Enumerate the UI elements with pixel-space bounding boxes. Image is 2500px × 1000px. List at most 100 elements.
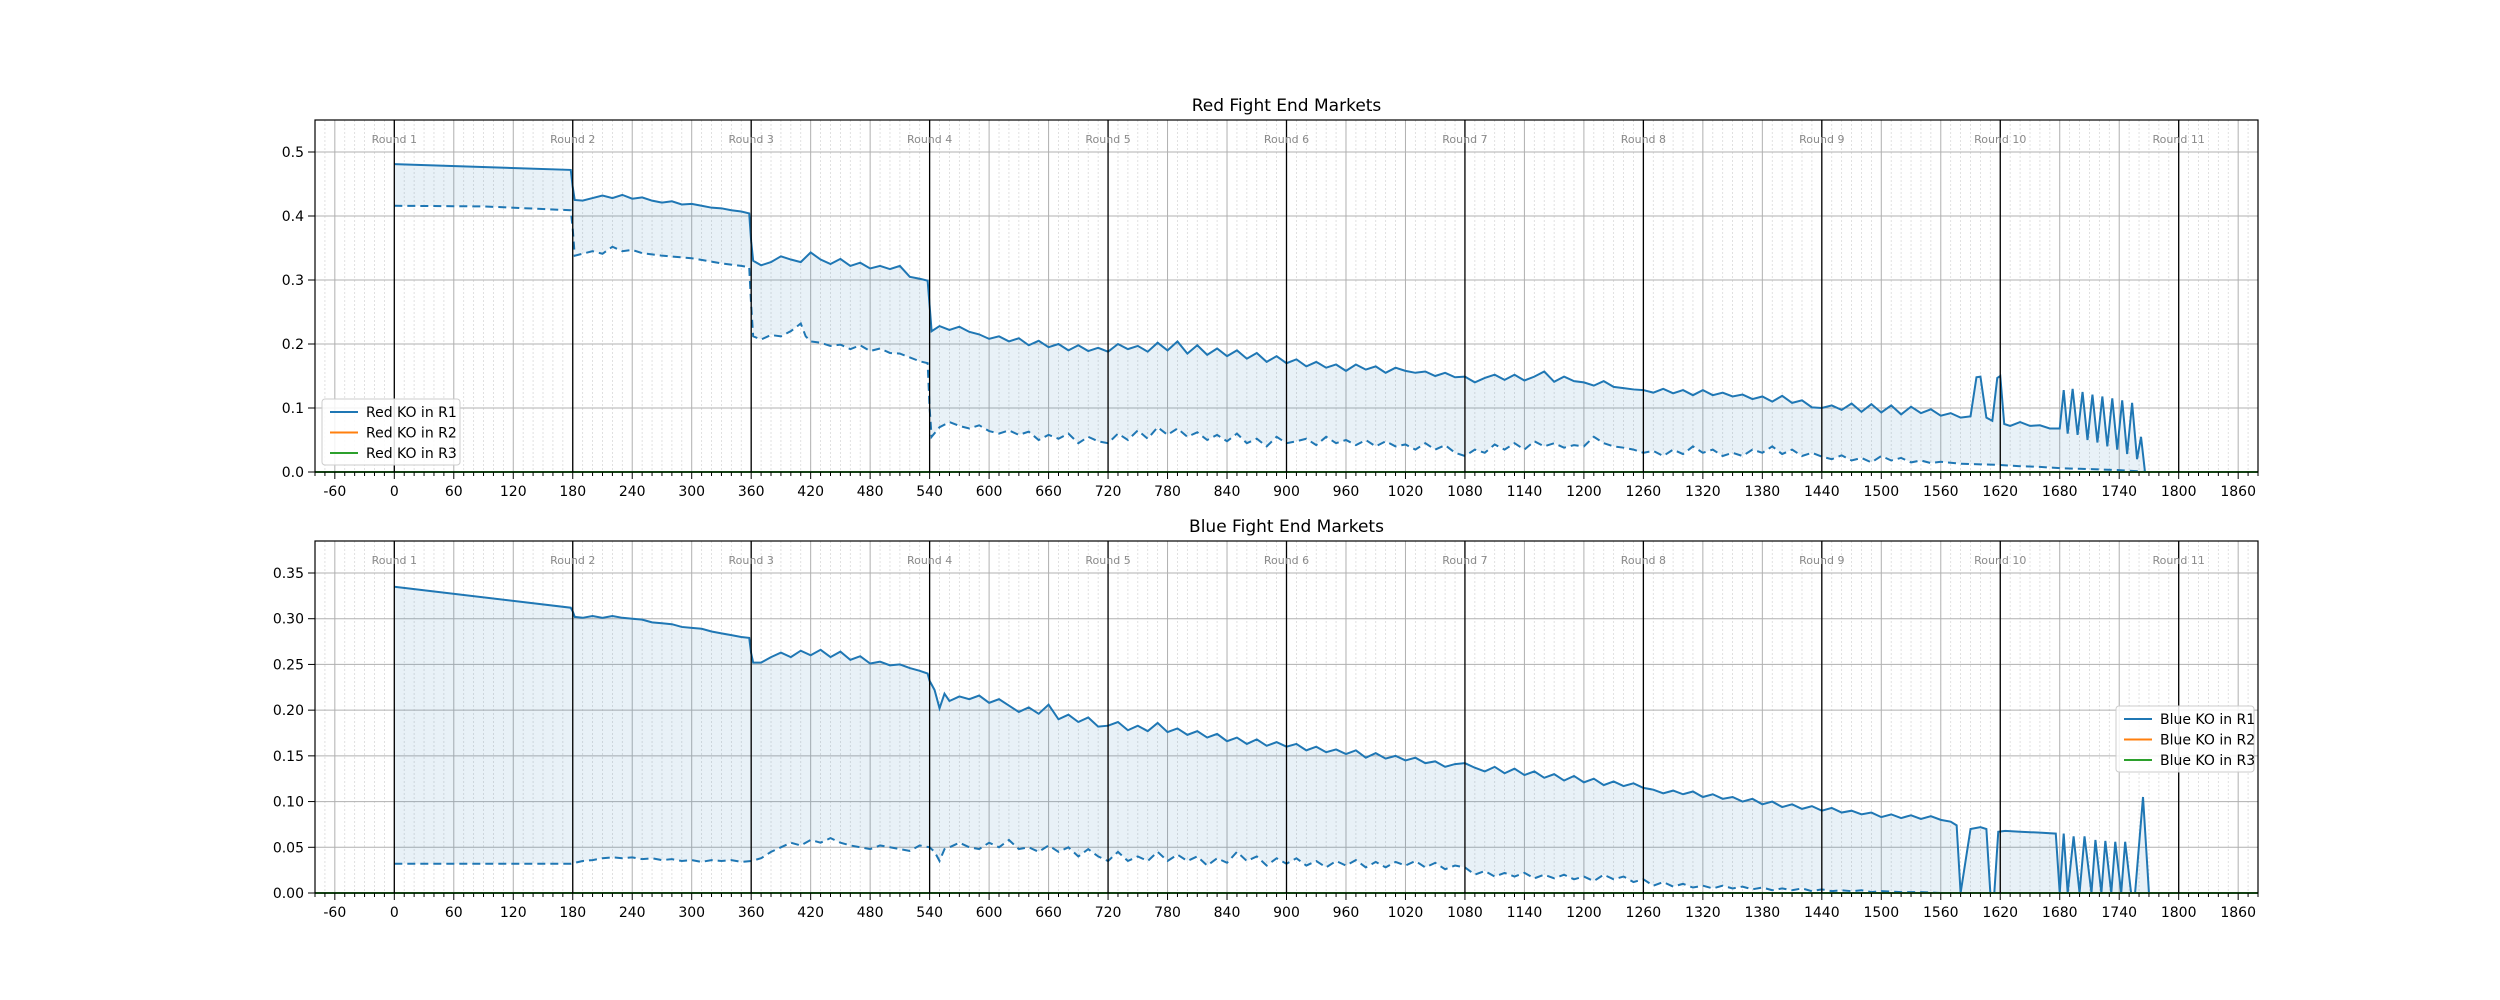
confidence-band [394,164,2145,472]
round-label: Round 7 [1442,554,1487,567]
x-tick-label: 1740 [2101,484,2137,500]
minor-grid [314,120,2259,472]
round-label: Round 8 [1621,133,1666,146]
round-label: Round 10 [1974,554,2026,567]
x-tick-label: 780 [1154,484,1181,500]
x-tick-label: 1620 [1982,484,2018,500]
x-tick-label: 1680 [2042,484,2078,500]
series-upper-line [394,585,2179,894]
x-axis: -60 0 60 120 180 240 300 360 420 480 540 600 660 720 7… [314,893,2259,921]
x-tick-label: 1080 [1447,905,1483,921]
x-tick-label: 240 [619,484,646,500]
x-tick-label: 1020 [1388,905,1424,921]
round-label: Round 9 [1799,133,1844,146]
x-tick-label: 780 [1154,905,1181,921]
round-label: Round 6 [1264,133,1309,146]
round-label: Round 11 [2153,133,2205,146]
round-markers: Round 1 Round 2 Round 3 Round 4 Round 5 Round… [372,541,2205,893]
x-tick-label: 1440 [1804,484,1840,500]
y-tick-label: 0.20 [273,703,304,719]
x-tick-label: 1320 [1685,484,1721,500]
x-tick-label: 1800 [2161,484,2197,500]
y-tick-label: 0.00 [273,886,304,902]
x-tick-label: 660 [1035,484,1062,500]
y-tick-label: 0.5 [282,145,304,161]
x-tick-label: 1860 [2220,484,2256,500]
x-tick-label: 480 [857,484,884,500]
x-tick-label: 840 [1214,484,1241,500]
x-tick-label: 480 [857,905,884,921]
y-tick-label: 0.4 [282,209,304,225]
legend-label: Red KO in R2 [366,426,457,442]
round-label: Round 4 [907,554,952,567]
series-upper-line [394,163,2146,473]
legend-box [2115,705,2255,773]
x-tick-label: 900 [1273,905,1300,921]
x-tick-label: 360 [738,484,765,500]
x-tick-label: 1860 [2220,905,2256,921]
chart-title: Red Fight End Markets [1192,96,1382,116]
x-tick-label: 1080 [1447,484,1483,500]
confidence-band [394,586,2179,893]
x-tick-label: 420 [797,905,824,921]
y-tick-label: 0.30 [273,612,304,628]
x-tick-label: 960 [1333,905,1360,921]
x-tick-label: 0 [390,905,399,921]
x-tick-label: 1260 [1626,905,1662,921]
x-tick-label: 1500 [1863,484,1899,500]
x-tick-label: 1380 [1745,905,1781,921]
round-label: Round 2 [550,554,595,567]
legend-label: Blue KO in R3 [2160,753,2255,769]
x-tick-label: 900 [1273,484,1300,500]
round-label: Round 3 [729,554,774,567]
round-label: Round 2 [550,133,595,146]
x-tick-label: 1140 [1507,484,1543,500]
x-tick-label: 300 [678,484,705,500]
x-tick-label: 1740 [2101,905,2137,921]
chart-title: Blue Fight End Markets [1189,517,1384,537]
x-tick-label: 1680 [2042,905,2078,921]
legend-box [321,398,461,466]
round-label: Round 8 [1621,554,1666,567]
x-tick-label: 600 [976,905,1003,921]
x-tick-label: 540 [916,484,943,500]
y-tick-label: 0.3 [282,273,304,289]
x-tick-label: 1500 [1863,905,1899,921]
y-tick-label: 0.05 [273,840,304,856]
x-tick-label: 240 [619,905,646,921]
x-tick-label: 1560 [1923,905,1959,921]
chart-panel-2: Round 1 Round 2 Round 3 Round 4 Round 5 Round… [273,517,2259,921]
x-tick-label: 60 [445,484,463,500]
round-label: Round 9 [1799,554,1844,567]
round-label: Round 10 [1974,133,2026,146]
legend-label: Blue KO in R2 [2160,733,2255,749]
round-label: Round 1 [372,133,417,146]
x-tick-label: 1320 [1685,905,1721,921]
round-label: Round 6 [1264,554,1309,567]
y-axis: 0.0 0.1 0.2 0.3 0.4 0.5 [282,145,315,481]
x-tick-label: 180 [559,905,586,921]
x-tick-label: 600 [976,484,1003,500]
round-label: Round 1 [372,554,417,567]
y-tick-label: 0.35 [273,566,304,582]
legend-label: Red KO in R3 [366,446,457,462]
x-tick-label: 1260 [1626,484,1662,500]
x-tick-label: 360 [738,905,765,921]
x-tick-label: 1020 [1388,484,1424,500]
x-tick-label: 660 [1035,905,1062,921]
round-label: Round 5 [1085,133,1130,146]
series-lower-line [394,204,2146,473]
y-tick-label: 0.0 [282,465,304,481]
legend: Red KO in R1 Red KO in R2 Red KO in R3 [321,398,461,466]
chart-panel-1: Round 1 Round 2 Round 3 Round 4 Round 5 Round… [282,96,2259,500]
x-tick-label: 1380 [1745,484,1781,500]
round-label: Round 5 [1085,554,1130,567]
x-tick-label: 1560 [1923,484,1959,500]
legend-label: Red KO in R1 [366,405,457,421]
legend: Blue KO in R1 Blue KO in R2 Blue KO in R3 [2115,705,2255,773]
y-tick-label: 0.10 [273,795,304,811]
series-lower-line [394,837,2179,894]
y-tick-label: 0.15 [273,749,304,765]
round-label: Round 11 [2153,554,2205,567]
